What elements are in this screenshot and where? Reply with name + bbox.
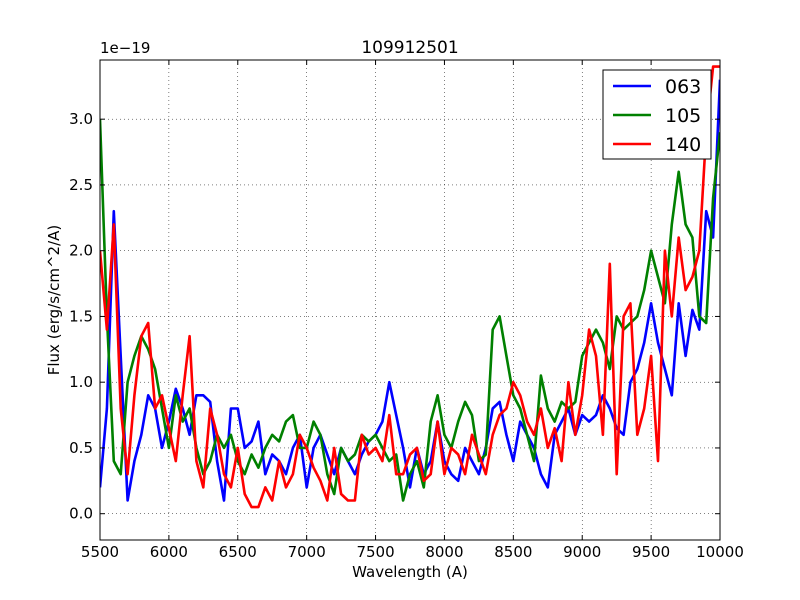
legend-label-105: 105 xyxy=(665,105,701,127)
x-tick-label: 8000 xyxy=(425,543,463,561)
x-tick-label: 7000 xyxy=(288,543,326,561)
y-tick-label: 3.0 xyxy=(69,110,93,128)
plot-area xyxy=(100,65,720,509)
x-tick-label: 7500 xyxy=(356,543,394,561)
x-tick-label: 10000 xyxy=(696,543,744,561)
legend-label-140: 140 xyxy=(665,134,701,156)
y-axis-label: Flux (erg/s/cm^2/A) xyxy=(45,225,63,376)
y-tick-label: 1.5 xyxy=(69,307,93,325)
legend-label-063: 063 xyxy=(665,76,701,98)
legend: 063 105 140 xyxy=(602,69,712,160)
x-tick-label: 6000 xyxy=(150,543,188,561)
ticks: 5500 6000 6500 7000 7500 8000 8500 9000 9500 1000… xyxy=(69,60,744,561)
series-063 xyxy=(100,79,720,502)
y-tick-label: 0.5 xyxy=(69,439,93,457)
series-line-063 xyxy=(100,79,720,502)
series-line-140 xyxy=(100,65,720,509)
series-140 xyxy=(100,65,720,509)
chart-title: 109912501 xyxy=(361,38,458,58)
x-tick-label: 9000 xyxy=(563,543,601,561)
x-tick-label: 8500 xyxy=(494,543,532,561)
y-tick-label: 2.0 xyxy=(69,242,93,260)
y-tick-label: 1.0 xyxy=(69,373,93,391)
x-tick-label: 6500 xyxy=(219,543,257,561)
axes-frame xyxy=(99,59,721,541)
y-tick-label: 0.0 xyxy=(69,505,93,523)
x-tick-label: 9500 xyxy=(632,543,670,561)
x-axis-label: Wavelength (A) xyxy=(352,563,468,581)
y-multiplier: 1e−19 xyxy=(100,39,150,57)
y-tick-label: 2.5 xyxy=(69,176,93,194)
x-tick-label: 5500 xyxy=(81,543,119,561)
